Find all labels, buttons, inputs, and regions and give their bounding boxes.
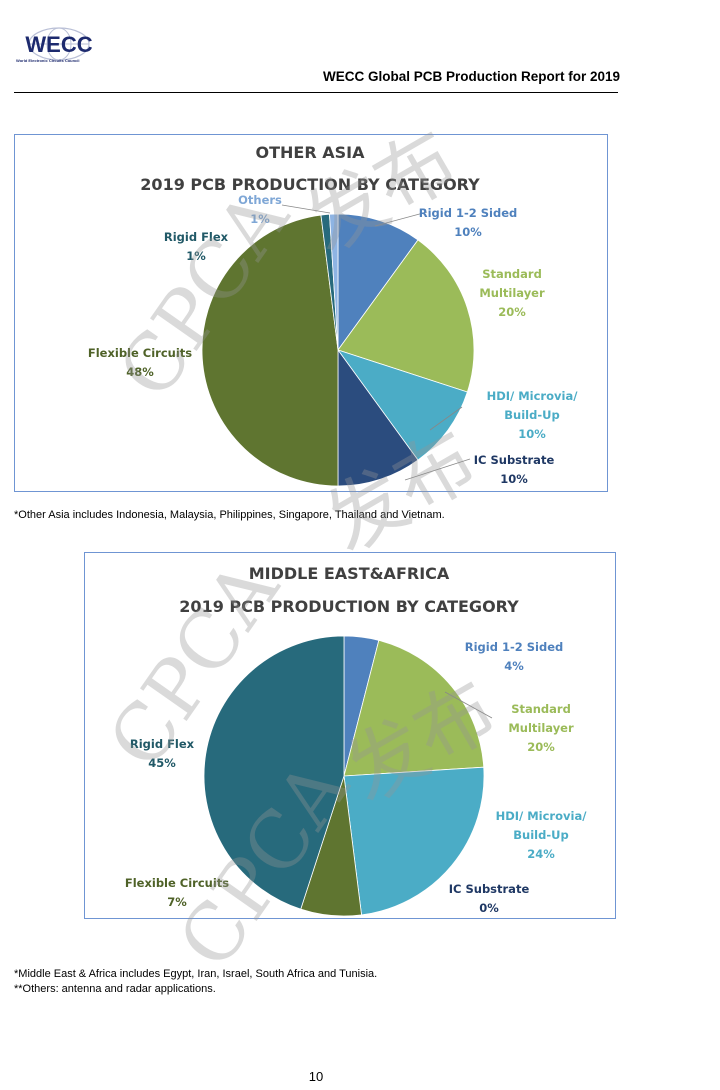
pie-slice-rigidflex bbox=[203, 635, 345, 910]
slice-name: Multilayer bbox=[479, 286, 545, 300]
slice-name: HDI/ Microvia/ bbox=[486, 389, 578, 403]
slice-value: 45% bbox=[148, 756, 176, 770]
leader-line bbox=[374, 211, 428, 227]
slice-value: 1% bbox=[250, 212, 270, 226]
logo-subtitle: World Electronic Circuits Council bbox=[16, 58, 80, 63]
header-rule bbox=[14, 92, 618, 93]
svg-text:WECC: WECC bbox=[25, 32, 92, 57]
pie-slice-others bbox=[329, 213, 339, 351]
slice-value: 1% bbox=[186, 249, 206, 263]
slice-label-standard: Standard Multilayer 20% bbox=[471, 700, 611, 757]
slice-label-ic: IC Substrate 10% bbox=[444, 451, 584, 489]
slice-label-rigid12: Rigid 1-2 Sided 4% bbox=[444, 638, 584, 676]
footnote-mea: *Middle East & Africa includes Egypt, Ir… bbox=[14, 968, 378, 980]
slice-value: 48% bbox=[126, 365, 154, 379]
slice-name: Flexible Circuits bbox=[124, 876, 230, 890]
slice-name: Rigid 1-2 Sided bbox=[418, 206, 518, 220]
slice-name: Build-Up bbox=[504, 408, 560, 422]
slice-name: HDI/ Microvia/ bbox=[495, 809, 587, 823]
slice-name: Standard bbox=[511, 702, 571, 716]
leader-line bbox=[281, 204, 331, 214]
slice-name: IC Substrate bbox=[473, 453, 555, 467]
slice-value: 20% bbox=[527, 740, 555, 754]
chart-subtitle: 2019 PCB PRODUCTION BY CATEGORY bbox=[140, 175, 480, 194]
slice-name: Build-Up bbox=[513, 828, 569, 842]
slice-name: Rigid 1-2 Sided bbox=[464, 640, 564, 654]
footnote-others: **Others: antenna and radar applications… bbox=[14, 983, 216, 995]
slice-label-others: Others 1% bbox=[190, 191, 330, 229]
slice-label-rigidflex: Rigid Flex 45% bbox=[92, 735, 232, 773]
pie-slice-ic bbox=[337, 348, 419, 487]
slice-label-standard: Standard Multilayer 20% bbox=[442, 265, 582, 322]
leader-line bbox=[429, 406, 463, 431]
slice-label-rigidflex: Rigid Flex 1% bbox=[126, 228, 266, 266]
pie-slice-hdi bbox=[336, 349, 468, 461]
chart-subtitle: 2019 PCB PRODUCTION BY CATEGORY bbox=[179, 597, 519, 616]
slice-label-flex: Flexible Circuits 48% bbox=[70, 344, 210, 382]
slice-name: Rigid Flex bbox=[163, 230, 229, 244]
footnote-other-asia: *Other Asia includes Indonesia, Malaysia… bbox=[14, 509, 445, 521]
slice-value: 7% bbox=[167, 895, 187, 909]
slice-label-ic: IC Substrate 0% bbox=[419, 880, 559, 918]
pie-slice-rigid12 bbox=[337, 213, 419, 352]
report-header-title: WECC Global PCB Production Report for 20… bbox=[322, 69, 620, 84]
slice-label-flex: Flexible Circuits 7% bbox=[107, 874, 247, 912]
slice-name: Rigid Flex bbox=[129, 737, 195, 751]
slice-name: Standard bbox=[482, 267, 542, 281]
slice-name: Others bbox=[238, 193, 282, 207]
leader-line bbox=[444, 691, 493, 719]
slice-value: 24% bbox=[527, 847, 555, 861]
slice-name: Multilayer bbox=[508, 721, 574, 735]
slice-value: 0% bbox=[479, 901, 499, 915]
chart-title: MIDDLE EAST&AFRICA bbox=[248, 564, 450, 583]
pie-slice-standard bbox=[337, 239, 475, 393]
slice-value: 20% bbox=[498, 305, 526, 319]
slice-label-hdi: HDI/ Microvia/Build-Up 24% bbox=[471, 807, 611, 864]
pie-slice-hdi bbox=[343, 766, 485, 916]
page-number: 10 bbox=[308, 1069, 324, 1084]
slice-name: Flexible Circuits bbox=[87, 346, 193, 360]
slice-label-hdi: HDI/ Microvia/Build-Up 10% bbox=[462, 387, 602, 444]
pie-slice-standard bbox=[343, 639, 485, 777]
pie-slice-flex bbox=[201, 214, 339, 487]
slice-name: IC Substrate bbox=[448, 882, 530, 896]
wecc-logo: WECC bbox=[25, 27, 93, 61]
slice-value: 10% bbox=[454, 225, 482, 239]
leader-line bbox=[404, 458, 471, 481]
chart-title: OTHER ASIA bbox=[255, 143, 365, 162]
slice-value: 4% bbox=[504, 659, 524, 673]
slice-value: 10% bbox=[500, 472, 528, 486]
slice-label-rigid12: Rigid 1-2 Sided 10% bbox=[398, 204, 538, 242]
slice-value: 10% bbox=[518, 427, 546, 441]
